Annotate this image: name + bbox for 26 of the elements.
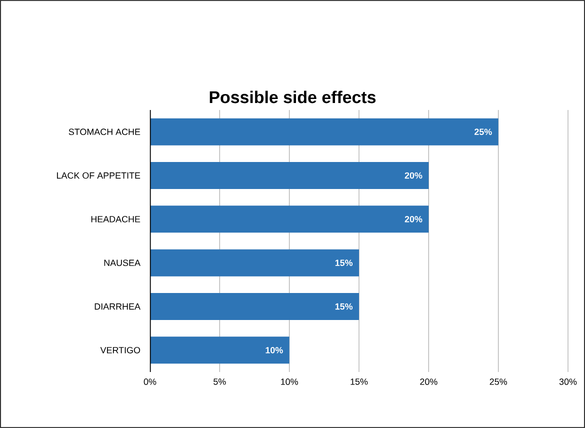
x-tick-label: 15% xyxy=(350,378,368,385)
bar xyxy=(150,206,429,233)
x-tick-label: 30% xyxy=(559,378,577,385)
bar xyxy=(150,162,429,190)
x-tick-label: 0% xyxy=(144,378,156,385)
x-tick-label: 25% xyxy=(490,378,507,385)
y-tick-label: LACK OF APPETITE xyxy=(57,172,140,179)
bar xyxy=(150,336,290,364)
data-label: 10% xyxy=(266,346,283,354)
x-tick-label: 5% xyxy=(214,378,226,385)
bar xyxy=(150,293,359,320)
bar xyxy=(150,249,359,276)
y-tick-label: VERTIGO xyxy=(100,346,140,354)
data-label: 20% xyxy=(404,172,422,179)
x-tick-label: 10% xyxy=(281,378,298,385)
bar xyxy=(150,118,498,146)
chart-title: Possible side effects xyxy=(210,90,376,104)
x-tick-label: 20% xyxy=(420,378,438,385)
y-tick-label: DIARRHEA xyxy=(94,303,140,310)
y-tick-label: HEADACHE xyxy=(91,216,140,222)
data-label: 20% xyxy=(404,216,422,222)
data-label: 15% xyxy=(335,260,353,266)
y-tick-label: NAUSEA xyxy=(104,260,140,266)
y-tick-label: STOMACH ACHE xyxy=(68,128,140,136)
data-label: 15% xyxy=(335,303,353,310)
data-label: 25% xyxy=(474,128,492,136)
